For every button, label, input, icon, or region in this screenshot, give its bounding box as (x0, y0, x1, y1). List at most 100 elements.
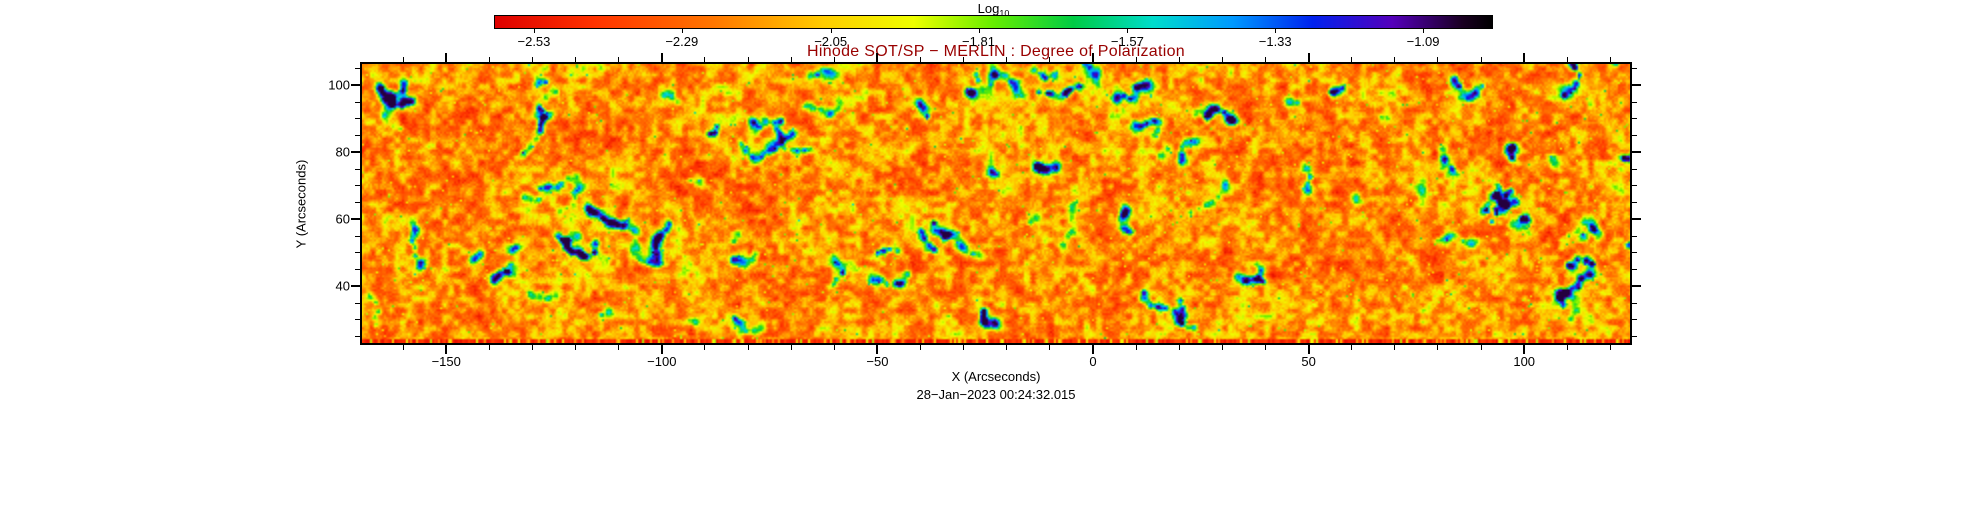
y-axis-tick-right (1632, 319, 1637, 321)
y-axis-tick (355, 168, 360, 170)
colorbar-title-base: Log (977, 1, 1000, 16)
y-axis-tick-right (1632, 285, 1641, 288)
x-axis-tick (488, 345, 490, 350)
y-axis-tick (355, 336, 360, 338)
x-axis-tick-top (920, 57, 922, 62)
colorbar-tick (830, 29, 832, 33)
colorbar-tick-label: −2.29 (665, 34, 699, 49)
x-axis-tick (747, 345, 749, 350)
x-axis-tick (445, 345, 448, 354)
y-tick-label: 60 (335, 211, 350, 227)
colorbar-tick (1275, 29, 1277, 33)
colorbar-tick (681, 29, 683, 33)
x-axis-tick (1135, 345, 1137, 350)
y-axis-tick-right (1632, 151, 1641, 154)
x-axis-tick-top (1394, 57, 1396, 62)
colorbar-tick (533, 29, 535, 33)
y-axis-tick-right (1632, 218, 1641, 221)
y-axis-tick-right (1632, 336, 1637, 338)
x-axis-tick (1092, 345, 1095, 354)
y-axis-tick (355, 252, 360, 254)
y-axis-tick-right (1632, 68, 1637, 70)
y-axis-tick (351, 285, 360, 288)
x-axis-tick (531, 345, 533, 350)
y-axis-tick (355, 302, 360, 304)
x-axis-tick-top (1566, 57, 1568, 62)
x-axis-tick-top (1135, 57, 1137, 62)
colorbar-tick-label: −1.09 (1406, 34, 1440, 49)
y-axis-tick (355, 135, 360, 137)
x-axis-tick (1523, 345, 1526, 354)
x-axis-tick-top (833, 57, 835, 62)
y-axis-tick-right (1632, 101, 1637, 103)
x-axis-tick (920, 345, 922, 350)
x-axis-tick (1394, 345, 1396, 350)
colorbar-tick (1423, 29, 1425, 33)
x-axis-tick (1307, 345, 1310, 354)
colorbar-title-subscript: 10 (999, 8, 1010, 19)
y-axis-tick-right (1632, 269, 1637, 271)
colorbar-tick (1127, 29, 1129, 33)
y-axis-tick-right (1632, 252, 1637, 254)
x-axis-tick (660, 345, 663, 354)
x-axis-tick-top (963, 57, 965, 62)
x-axis-tick-top (704, 57, 706, 62)
y-axis-tick (351, 84, 360, 87)
x-axis-tick-top (1523, 53, 1526, 62)
colorbar-tick-label: −2.53 (517, 34, 551, 49)
x-axis-tick-top (488, 57, 490, 62)
x-axis-tick-top (531, 57, 533, 62)
colorbar-tick (978, 29, 980, 33)
x-axis-tick (704, 345, 706, 350)
x-axis-tick (833, 345, 835, 350)
x-axis-tick (1178, 345, 1180, 350)
x-axis-tick-top (618, 57, 620, 62)
y-axis-tick (355, 269, 360, 271)
y-tick-label: 40 (335, 278, 350, 294)
y-axis-tick-right (1632, 202, 1637, 204)
x-axis-tick-top (1264, 57, 1266, 62)
x-axis-tick (963, 345, 965, 350)
x-axis-tick-top (1178, 57, 1180, 62)
x-axis-tick-top (747, 57, 749, 62)
y-axis-tick (355, 235, 360, 237)
x-axis-tick-top (1006, 57, 1008, 62)
y-tick-label: 100 (328, 77, 350, 93)
x-axis-tick (790, 345, 792, 350)
x-axis-tick (1264, 345, 1266, 350)
colorbar-title: Log10 (978, 1, 1010, 19)
x-axis-tick (1566, 345, 1568, 350)
x-axis-tick-top (790, 57, 792, 62)
y-axis-tick (351, 151, 360, 154)
timestamp: 28−Jan−2023 00:24:32.015 (916, 387, 1076, 402)
colorbar-gradient (494, 15, 1493, 29)
x-tick-label: 50 (1301, 354, 1316, 369)
x-axis-tick-top (1221, 57, 1223, 62)
x-axis-tick-top (1307, 53, 1310, 62)
x-axis-tick-top (445, 53, 448, 62)
x-axis-tick-top (1092, 53, 1095, 62)
x-axis-label: X (Arcseconds) (951, 369, 1041, 384)
y-axis-tick-right (1632, 168, 1637, 170)
plot-area (360, 62, 1632, 345)
y-axis-tick (355, 202, 360, 204)
plot-title: Hinode SOT/SP − MERLIN : Degree of Polar… (807, 43, 1185, 60)
y-axis-tick-right (1632, 235, 1637, 237)
y-axis-tick-right (1632, 135, 1637, 137)
x-axis-tick (402, 345, 404, 350)
x-axis-tick-top (1437, 57, 1439, 62)
x-axis-tick-top (1049, 57, 1051, 62)
x-axis-tick (1609, 345, 1611, 350)
y-axis-tick (355, 68, 360, 70)
x-axis-tick-top (876, 53, 879, 62)
x-tick-label: −100 (647, 354, 677, 369)
y-axis-tick-right (1632, 84, 1641, 87)
y-axis-tick (355, 101, 360, 103)
x-axis-tick (1049, 345, 1051, 350)
y-axis-label: Y (Arcseconds) (293, 159, 309, 248)
x-axis-tick (876, 345, 879, 354)
x-axis-tick-top (402, 57, 404, 62)
x-axis-tick (1351, 345, 1353, 350)
x-tick-label: −50 (866, 354, 889, 369)
